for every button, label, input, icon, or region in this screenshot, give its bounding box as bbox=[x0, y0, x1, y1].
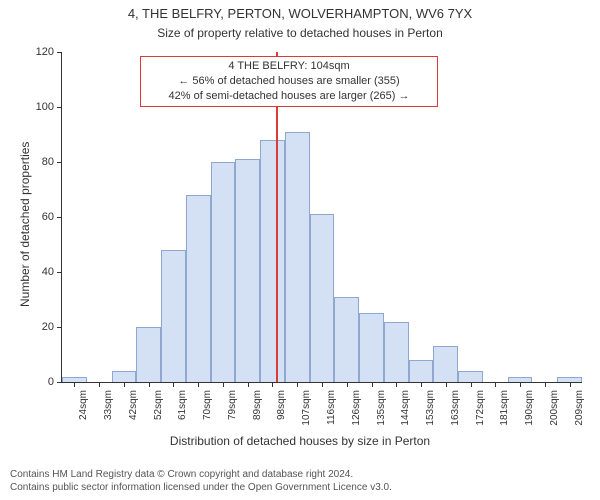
bar bbox=[186, 195, 211, 382]
bar bbox=[310, 214, 335, 382]
x-tick-label: 116sqm bbox=[326, 390, 337, 436]
x-tick bbox=[322, 382, 323, 387]
x-tick bbox=[421, 382, 422, 387]
x-tick-label: 153sqm bbox=[425, 390, 436, 436]
x-tick-label: 163sqm bbox=[450, 390, 461, 436]
x-tick-label: 89sqm bbox=[252, 390, 263, 436]
x-tick-label: 172sqm bbox=[475, 390, 486, 436]
x-tick-label: 135sqm bbox=[376, 390, 387, 436]
x-tick bbox=[99, 382, 100, 387]
bar bbox=[285, 132, 310, 382]
bar bbox=[409, 360, 434, 382]
y-axis-label: Number of detached properties bbox=[18, 142, 32, 307]
y-tick-label: 120 bbox=[28, 46, 54, 58]
y-tick bbox=[57, 107, 62, 108]
bar bbox=[136, 327, 161, 382]
x-tick bbox=[396, 382, 397, 387]
y-tick bbox=[57, 382, 62, 383]
x-tick-label: 79sqm bbox=[227, 390, 238, 436]
x-tick bbox=[347, 382, 348, 387]
x-tick bbox=[495, 382, 496, 387]
y-tick bbox=[57, 272, 62, 273]
bar bbox=[260, 140, 285, 382]
x-tick bbox=[446, 382, 447, 387]
x-tick bbox=[570, 382, 571, 387]
x-tick-label: 61sqm bbox=[177, 390, 188, 436]
x-tick-label: 70sqm bbox=[202, 390, 213, 436]
bar bbox=[384, 322, 409, 383]
y-tick-label: 20 bbox=[28, 321, 54, 333]
bar bbox=[334, 297, 359, 382]
footer-text: Contains HM Land Registry data © Crown c… bbox=[10, 468, 392, 494]
x-tick-label: 200sqm bbox=[549, 390, 560, 436]
bar bbox=[161, 250, 186, 382]
annotation-line: 42% of semi-detached houses are larger (… bbox=[145, 89, 433, 104]
bar bbox=[359, 313, 384, 382]
y-tick bbox=[57, 162, 62, 163]
annotation-line: 4 THE BELFRY: 104sqm bbox=[145, 59, 433, 74]
x-tick bbox=[223, 382, 224, 387]
y-tick bbox=[57, 327, 62, 328]
plot-area: 02040608010012024sqm33sqm42sqm52sqm61sqm… bbox=[62, 52, 582, 382]
y-tick bbox=[57, 217, 62, 218]
y-tick-label: 100 bbox=[28, 101, 54, 113]
footer-line-2: Contains public sector information licen… bbox=[10, 481, 392, 494]
x-tick bbox=[173, 382, 174, 387]
chart-subtitle: Size of property relative to detached ho… bbox=[0, 26, 600, 40]
x-tick bbox=[124, 382, 125, 387]
bar bbox=[211, 162, 236, 382]
bar bbox=[235, 159, 260, 382]
bar bbox=[112, 371, 137, 382]
x-tick bbox=[149, 382, 150, 387]
x-tick-label: 33sqm bbox=[103, 390, 114, 436]
x-tick bbox=[74, 382, 75, 387]
x-tick-label: 190sqm bbox=[524, 390, 535, 436]
x-axis-label: Distribution of detached houses by size … bbox=[0, 434, 600, 448]
x-tick-label: 42sqm bbox=[128, 390, 139, 436]
chart-container: { "chart": { "type": "histogram", "title… bbox=[0, 0, 600, 500]
x-tick bbox=[545, 382, 546, 387]
footer-line-1: Contains HM Land Registry data © Crown c… bbox=[10, 468, 392, 481]
x-tick-label: 24sqm bbox=[78, 390, 89, 436]
chart-title: 4, THE BELFRY, PERTON, WOLVERHAMPTON, WV… bbox=[0, 6, 600, 21]
x-tick bbox=[372, 382, 373, 387]
x-tick-label: 209sqm bbox=[574, 390, 585, 436]
x-tick bbox=[297, 382, 298, 387]
annotation-box: 4 THE BELFRY: 104sqm← 56% of detached ho… bbox=[140, 56, 438, 107]
x-tick bbox=[471, 382, 472, 387]
x-tick bbox=[272, 382, 273, 387]
x-tick-label: 98sqm bbox=[276, 390, 287, 436]
x-tick bbox=[248, 382, 249, 387]
bar bbox=[433, 346, 458, 382]
x-tick bbox=[520, 382, 521, 387]
bar bbox=[458, 371, 483, 382]
y-tick-label: 0 bbox=[28, 376, 54, 388]
x-tick-label: 126sqm bbox=[351, 390, 362, 436]
x-tick-label: 181sqm bbox=[499, 390, 510, 436]
annotation-line: ← 56% of detached houses are smaller (35… bbox=[145, 74, 433, 89]
x-tick bbox=[198, 382, 199, 387]
y-tick bbox=[57, 52, 62, 53]
x-tick-label: 107sqm bbox=[301, 390, 312, 436]
x-tick-label: 52sqm bbox=[153, 390, 164, 436]
x-tick-label: 144sqm bbox=[400, 390, 411, 436]
